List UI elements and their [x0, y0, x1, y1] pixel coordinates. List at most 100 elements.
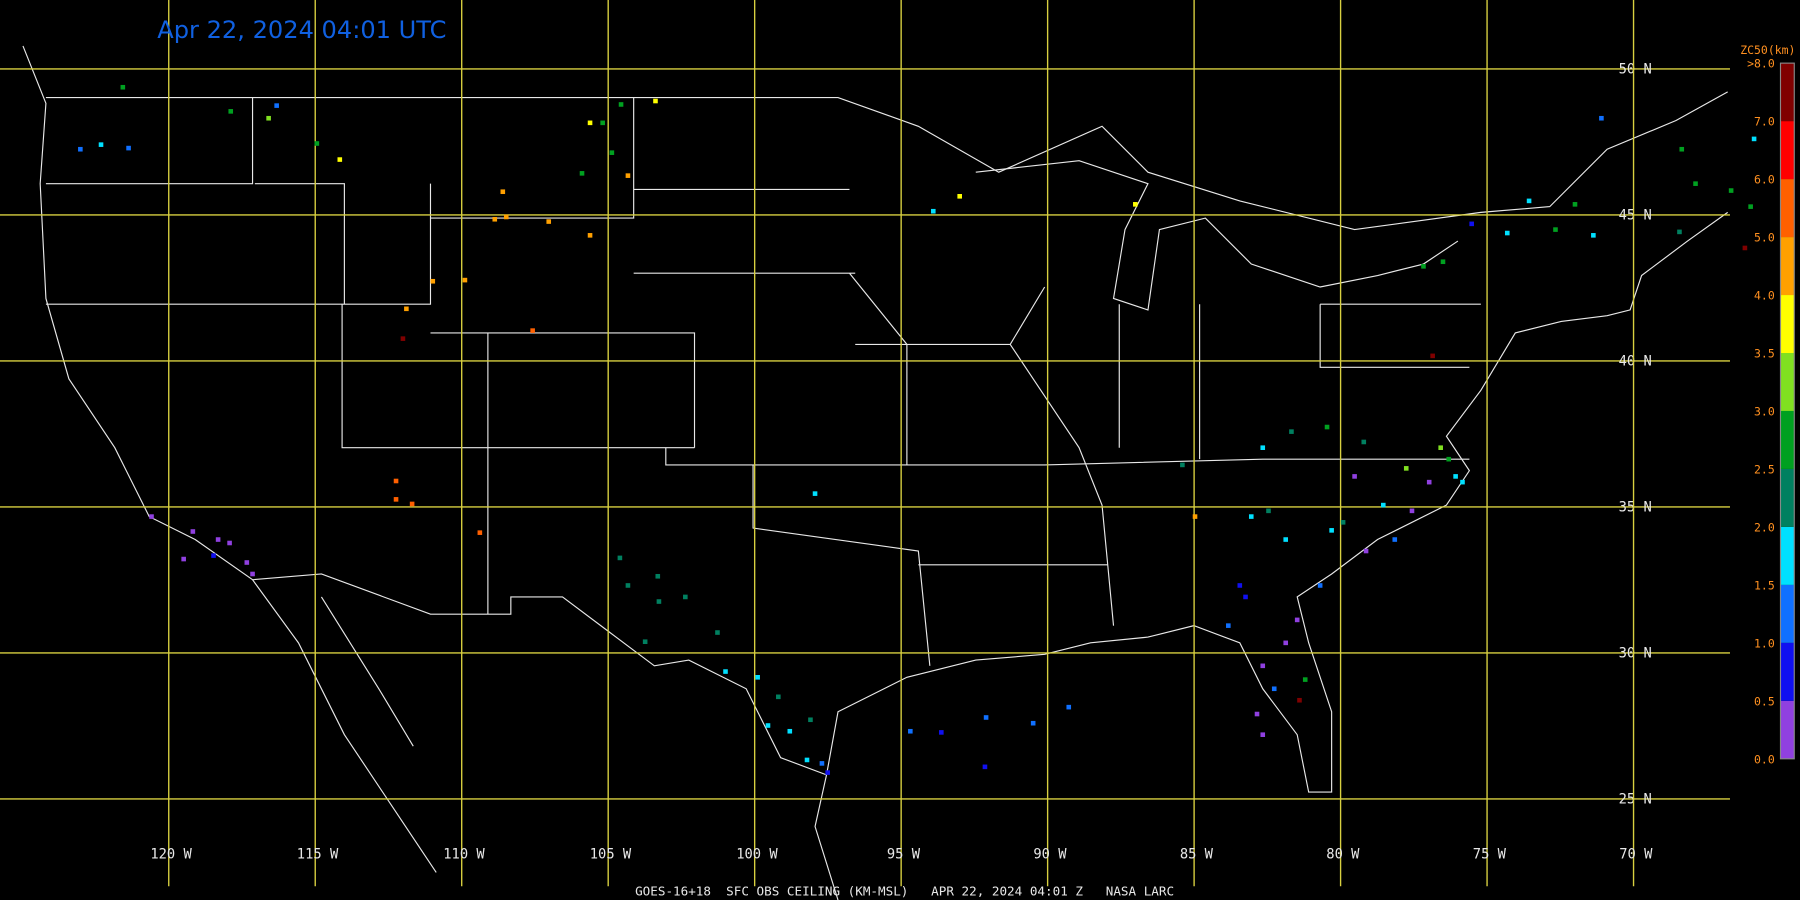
- legend-swatch: [1780, 700, 1795, 759]
- station-marker: [683, 594, 688, 600]
- station-marker: [982, 764, 988, 770]
- station-marker: [587, 120, 593, 126]
- legend-label: 3.5: [1754, 347, 1775, 361]
- station-marker: [1260, 445, 1266, 450]
- latitude-label: 45 N: [1619, 207, 1652, 223]
- station-marker: [1283, 537, 1289, 542]
- longitude-label: 115 W: [297, 847, 339, 863]
- station-marker: [1380, 502, 1386, 508]
- station-marker: [1363, 548, 1369, 554]
- legend-label: 5.0: [1754, 231, 1775, 245]
- station-marker: [1329, 528, 1334, 533]
- station-marker: [430, 278, 436, 284]
- legend-title: ZC50(km): [1740, 43, 1795, 57]
- legend-swatch: [1780, 642, 1795, 701]
- longitude-label: 70 W: [1619, 847, 1653, 863]
- station-marker: [404, 306, 409, 312]
- station-marker: [653, 98, 658, 104]
- mexico-coast: [252, 579, 839, 900]
- station-marker: [618, 102, 624, 107]
- station-marker: [1440, 259, 1446, 265]
- station-marker: [617, 555, 623, 561]
- station-marker: [609, 150, 615, 155]
- station-marker: [149, 514, 154, 519]
- station-marker: [98, 142, 104, 147]
- legend-swatch: [1780, 237, 1795, 296]
- station-marker: [804, 757, 810, 763]
- station-marker: [215, 537, 221, 542]
- station-marker: [1260, 663, 1266, 669]
- station-marker: [1446, 456, 1452, 462]
- station-marker: [78, 146, 83, 152]
- station-marker: [211, 553, 216, 558]
- station-marker: [1526, 198, 1532, 204]
- station-marker: [503, 214, 509, 220]
- station-marker: [1572, 202, 1578, 207]
- great-lakes: [975, 160, 1459, 311]
- timestamp-title: Apr 22, 2024 04:01 UTC: [157, 16, 446, 44]
- station-marker: [190, 529, 196, 534]
- station-marker: [939, 730, 944, 735]
- station-marker: [1271, 686, 1277, 692]
- station-marker: [1553, 227, 1558, 232]
- station-marker: [1591, 233, 1596, 238]
- station-marker: [1302, 677, 1308, 682]
- longitude-label: 75 W: [1473, 847, 1507, 863]
- legend-label: 6.0: [1754, 173, 1775, 187]
- station-marker: [930, 208, 936, 214]
- station-marker: [492, 216, 498, 222]
- footer-caption: GOES-16+18 SFC OBS CEILING (KM-MSL) APR …: [635, 883, 1174, 898]
- station-marker: [250, 571, 255, 577]
- legend-label: 7.0: [1754, 115, 1775, 129]
- station-marker: [500, 189, 506, 195]
- legend-frame: [1779, 62, 1795, 760]
- longitude-label: 100 W: [736, 847, 778, 863]
- station-marker: [1066, 704, 1072, 710]
- station-marker: [1226, 623, 1231, 628]
- color-legend: ZC50(km) >8.0 7.0 6.0 5.0 4.0 3.5 3.0 2.5 2.0 1.5…: [1740, 43, 1795, 766]
- station-marker: [1254, 711, 1260, 717]
- station-marker: [755, 675, 760, 680]
- station-marker: [812, 491, 818, 496]
- station-marker: [908, 728, 913, 734]
- station-marker: [1426, 479, 1432, 485]
- station-marker: [393, 497, 399, 502]
- station-marker: [1742, 245, 1748, 251]
- legend-label: 0.0: [1754, 752, 1775, 766]
- station-marker: [983, 715, 989, 720]
- station-marker: [1294, 617, 1300, 623]
- legend-label: 4.0: [1754, 289, 1775, 303]
- station-marker: [1679, 146, 1685, 152]
- legend-swatch: [1780, 179, 1795, 238]
- longitude-label: 85 W: [1180, 847, 1214, 863]
- legend-label: 1.0: [1754, 636, 1775, 650]
- station-marker: [120, 84, 126, 90]
- station-marker: [808, 717, 813, 723]
- canada-border: [45, 91, 1728, 231]
- station-marker: [723, 669, 728, 674]
- station-marker: [1180, 462, 1185, 468]
- station-marker: [1243, 594, 1248, 600]
- legend-label: 2.0: [1754, 521, 1775, 535]
- station-marker: [1317, 583, 1323, 588]
- longitude-label: 90 W: [1033, 847, 1067, 863]
- station-marker: [625, 583, 631, 588]
- station-marker: [1409, 508, 1415, 514]
- station-marker: [1340, 520, 1346, 525]
- legend-label: 3.0: [1754, 405, 1775, 419]
- station-marker: [546, 219, 552, 224]
- station-marker: [1192, 514, 1198, 519]
- station-marker: [181, 556, 186, 562]
- longitude-label: 120 W: [150, 847, 192, 863]
- station-marker: [400, 336, 406, 341]
- station-marker: [825, 770, 830, 775]
- station-marker: [227, 540, 232, 546]
- station-marker: [1361, 439, 1367, 445]
- station-marker: [1289, 429, 1294, 434]
- station-marker: [274, 103, 279, 108]
- station-marker: [1260, 732, 1266, 737]
- legend-label: >8.0: [1747, 57, 1775, 71]
- station-marker: [655, 573, 661, 579]
- station-marker: [1237, 583, 1243, 588]
- station-marker: [1421, 264, 1426, 269]
